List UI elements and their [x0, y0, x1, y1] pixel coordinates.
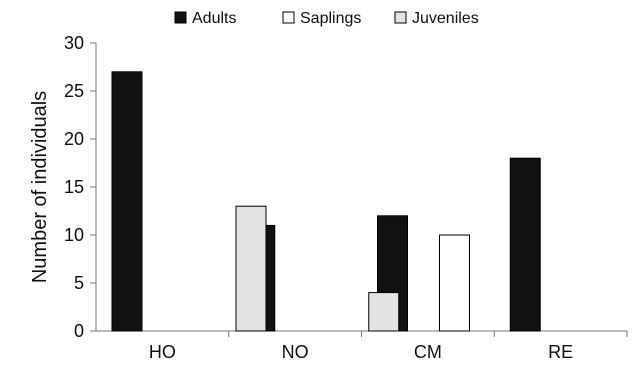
legend: Adults Saplings Juveniles: [174, 10, 479, 27]
y-tick-label: 15: [64, 177, 84, 197]
x-category-label: RE: [548, 342, 573, 362]
y-tick-label: 5: [74, 273, 84, 293]
bars: [111, 71, 541, 332]
y-tick-label: 30: [64, 33, 84, 53]
bar-juveniles-ho: [235, 205, 267, 332]
legend-swatch-juveniles: [394, 11, 407, 24]
bar-juveniles-no: [368, 292, 400, 332]
y-axis-ticks: 0 5 10 15 20 25 30: [64, 33, 96, 341]
legend-label-saplings: Saplings: [300, 10, 361, 27]
x-category-label: CM: [414, 342, 442, 362]
legend-swatch-saplings: [282, 11, 295, 24]
y-axis-title: Number of individuals: [29, 91, 51, 283]
legend-label-juveniles: Juveniles: [412, 10, 479, 27]
bar-adults-ho: [111, 71, 143, 332]
x-axis-ticks: HO NO CM RE: [149, 331, 628, 362]
bar-saplings-cm: [439, 234, 470, 332]
legend-swatch-adults: [174, 11, 187, 24]
bar-adults-re: [509, 157, 541, 332]
x-category-label: HO: [149, 342, 176, 362]
x-category-label: NO: [282, 342, 309, 362]
y-tick-label: 0: [74, 321, 84, 341]
y-tick-label: 20: [64, 129, 84, 149]
y-tick-label: 10: [64, 225, 84, 245]
legend-label-adults: Adults: [192, 10, 236, 27]
y-tick-label: 25: [64, 81, 84, 101]
